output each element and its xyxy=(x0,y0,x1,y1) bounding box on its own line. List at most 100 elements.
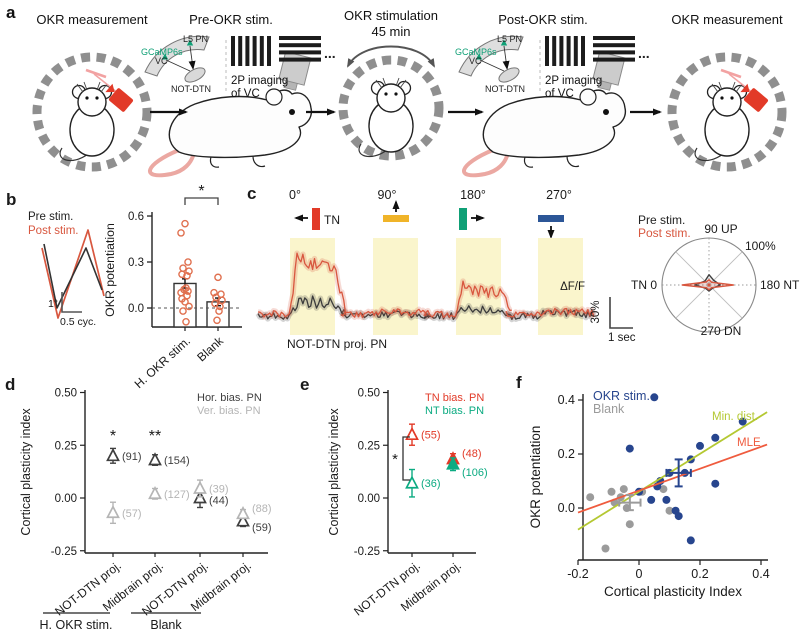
y-tick-label: -0.25 xyxy=(51,546,77,558)
fit-line-min-dist xyxy=(577,411,768,531)
panel-a-label: a xyxy=(6,3,16,22)
stage3-title: OKR stimulation xyxy=(344,8,438,23)
y-tick-label: 0.50 xyxy=(358,388,380,400)
dff-label: ΔF/F xyxy=(560,281,585,293)
legend-pre-stim: Pre stim. xyxy=(28,211,73,223)
stage1-title: OKR measurement xyxy=(36,12,148,27)
triangle-marker xyxy=(236,505,250,520)
data-point-okr-stim xyxy=(711,433,720,442)
post-trace xyxy=(340,308,430,319)
y-tick-label: 0.50 xyxy=(55,388,77,400)
panel-a-schematic: GCaMP6s VC L5 PN NOT-DTN ... 2P imaging … xyxy=(6,3,787,178)
panel-c-label: c xyxy=(247,184,256,203)
post-trace xyxy=(423,280,512,319)
post-trace xyxy=(257,252,347,318)
triangle-marker xyxy=(193,480,207,494)
time-scale-label: 1 sec xyxy=(608,332,636,344)
x-tick-label: 0.2 xyxy=(691,567,708,581)
x-tick-label: 0 xyxy=(636,567,643,581)
polar-label-100pct: 100% xyxy=(745,239,776,253)
y-axis-title: OKR potentiation xyxy=(103,223,117,317)
triangle-marker xyxy=(148,452,162,466)
data-point xyxy=(216,302,224,311)
n-count-label: (39) xyxy=(209,484,229,496)
y-tick-label: 0.6 xyxy=(128,211,144,223)
triangle-marker xyxy=(148,485,162,500)
legend-blank: Blank xyxy=(593,402,625,416)
y-axis-title: Cortical plasticity index xyxy=(327,408,341,536)
data-point-okr-stim xyxy=(711,479,720,488)
n-count-label: (55) xyxy=(421,430,441,442)
grating-bar-horizontal-yellow xyxy=(383,215,409,222)
y-tick-label: 0.0 xyxy=(128,303,144,315)
group-label-blank: Blank xyxy=(150,618,182,632)
panel-d-plasticity-index: d 0.50 0.25 0.00 -0.25 Cortical plasticity in… xyxy=(5,375,272,632)
scale-bar xyxy=(61,292,82,313)
n-count-label: (57) xyxy=(122,508,142,520)
stage5-title: OKR measurement xyxy=(671,12,783,27)
panel-f-correlation: f -0.2 0 0.2 0.4 0.0 0.2 0.4 Cortical plasticity… xyxy=(516,373,770,599)
scale-cycles: 0.5 cyc. xyxy=(60,316,96,328)
polar-legend-post: Post stim. xyxy=(638,226,691,240)
mouse-top-view xyxy=(358,77,414,158)
y-tick-label: 0.00 xyxy=(55,493,77,505)
data-point-okr-stim xyxy=(696,441,704,450)
stage4-title: Post-OKR stim. xyxy=(498,12,588,27)
n-count-label: (59) xyxy=(252,522,272,534)
post-trace xyxy=(505,307,595,318)
x-tick-label: 0.4 xyxy=(752,567,769,581)
fit-line-mle xyxy=(577,443,768,514)
scale-amplitude: 1° xyxy=(48,298,58,310)
orientation-label: 90° xyxy=(378,188,397,202)
data-point xyxy=(210,288,218,297)
significance-bracket xyxy=(184,197,219,205)
data-point-okr-stim xyxy=(662,495,671,504)
y-axis-title: Cortical plasticity index xyxy=(19,408,33,536)
okr-drum xyxy=(667,52,787,172)
data-point-okr-stim xyxy=(674,512,683,521)
panel-c-calcium-responses: c 0° 90° 180° 270° TN NOT-DTN proj. PN ΔF/F 30% 1… xyxy=(247,184,800,351)
panel-e-label: e xyxy=(300,375,309,394)
data-point-blank xyxy=(601,544,610,553)
data-point xyxy=(213,316,221,325)
y-tick-label: 0.0 xyxy=(558,501,575,515)
data-point xyxy=(179,264,187,272)
y-tick-label: 0.00 xyxy=(358,493,380,505)
data-point xyxy=(184,287,192,295)
y-tick-label: 0.25 xyxy=(55,440,77,452)
triangle-marker xyxy=(405,475,419,489)
polar-label-nt: 180 NT xyxy=(760,278,800,292)
triangle-marker xyxy=(446,456,460,470)
y-tick-label: 0.25 xyxy=(358,440,380,452)
polar-center-dot xyxy=(707,283,711,287)
triangle-marker xyxy=(106,447,120,462)
legend-second-series: NT bias. PN xyxy=(425,405,484,417)
y-tick-label: -0.25 xyxy=(354,546,380,558)
data-point xyxy=(185,267,193,276)
grating-bar-vertical-green xyxy=(459,208,467,230)
n-count-label: (44) xyxy=(209,495,229,507)
stage2-title: Pre-OKR stim. xyxy=(189,12,273,27)
legend-post-stim: Post stim. xyxy=(28,225,78,237)
orientation-label: 270° xyxy=(546,188,572,202)
stimulus-window xyxy=(373,238,418,335)
grating-bar-vertical-red xyxy=(312,208,320,230)
significance-bracket xyxy=(402,436,410,481)
data-point xyxy=(215,307,223,315)
fit-label-mle: MLE xyxy=(737,437,761,449)
x-tick-label: -0.2 xyxy=(567,567,589,581)
orientation-label: 180° xyxy=(460,188,486,202)
okr-drum xyxy=(32,52,152,172)
y-tick-label: 0.2 xyxy=(558,447,575,461)
data-point-blank xyxy=(619,485,628,494)
scale-bar xyxy=(609,297,633,329)
stage3-subtitle: 45 min xyxy=(371,24,410,39)
group-label-okr-stim: H. OKR stim. xyxy=(40,618,113,632)
data-point xyxy=(182,317,190,326)
fit-label-min-dist: Min. dist. xyxy=(712,411,758,423)
grating-bar-horizontal-blue xyxy=(538,215,564,222)
data-point-blank xyxy=(659,485,668,494)
cell-type-label: NOT-DTN proj. PN xyxy=(287,337,387,351)
dff-scale-label: 30% xyxy=(590,300,602,323)
